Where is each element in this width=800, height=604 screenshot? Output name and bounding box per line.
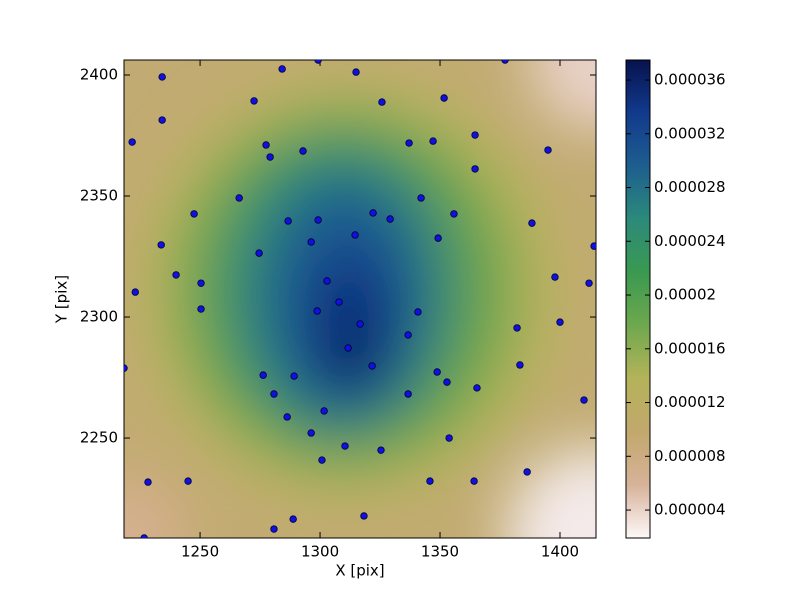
point bbox=[255, 249, 263, 257]
point bbox=[426, 477, 434, 485]
colorbar-tick-label: 0.000028 bbox=[654, 178, 726, 196]
point bbox=[307, 238, 315, 246]
x-tick-label: 1400 bbox=[541, 543, 579, 561]
point bbox=[360, 512, 368, 520]
point bbox=[284, 217, 292, 225]
point bbox=[278, 65, 286, 73]
colorbar-tick-label: 0.000024 bbox=[654, 232, 726, 250]
point bbox=[197, 279, 205, 287]
point bbox=[172, 271, 180, 279]
point bbox=[417, 194, 425, 202]
y-tick-label: 2300 bbox=[80, 308, 118, 326]
point bbox=[377, 446, 385, 454]
y-tick-label: 2250 bbox=[80, 429, 118, 447]
point bbox=[344, 344, 352, 352]
point bbox=[473, 384, 481, 392]
colorbar-tick-label: 0.000036 bbox=[654, 71, 726, 89]
point bbox=[190, 210, 198, 218]
point bbox=[523, 468, 531, 476]
point bbox=[580, 396, 588, 404]
colorbar-tick-label: 0.000032 bbox=[654, 124, 726, 142]
point bbox=[299, 147, 307, 155]
point bbox=[131, 288, 139, 296]
point bbox=[341, 442, 349, 450]
point bbox=[259, 371, 267, 379]
colorbar-tick-label: 0.000016 bbox=[654, 339, 726, 357]
point bbox=[501, 60, 509, 64]
point bbox=[197, 305, 205, 313]
point bbox=[443, 378, 451, 386]
y-tick-label: 2400 bbox=[80, 66, 118, 84]
y-tick-label: 2350 bbox=[80, 187, 118, 205]
point bbox=[262, 141, 270, 149]
colorbar bbox=[625, 59, 651, 539]
point bbox=[158, 73, 166, 81]
point bbox=[429, 137, 437, 145]
point bbox=[513, 324, 521, 332]
point bbox=[471, 165, 479, 173]
point bbox=[270, 390, 278, 398]
point bbox=[471, 131, 479, 139]
point bbox=[351, 231, 359, 239]
point bbox=[405, 139, 413, 147]
point bbox=[386, 215, 394, 223]
point bbox=[124, 364, 128, 372]
point bbox=[250, 97, 258, 105]
point bbox=[445, 434, 453, 442]
point bbox=[356, 320, 364, 328]
point bbox=[307, 429, 315, 437]
points bbox=[124, 60, 596, 538]
point bbox=[128, 138, 136, 146]
point bbox=[433, 368, 441, 376]
point bbox=[450, 210, 458, 218]
colorbar-tick-label: 0.000012 bbox=[654, 393, 726, 411]
point bbox=[314, 60, 322, 64]
point bbox=[157, 241, 165, 249]
colorbar-tick-label: 0.000008 bbox=[654, 447, 726, 465]
point bbox=[314, 216, 322, 224]
point bbox=[544, 146, 552, 154]
point bbox=[528, 219, 536, 227]
point bbox=[516, 361, 524, 369]
point bbox=[266, 153, 274, 161]
x-tick-label: 1250 bbox=[181, 543, 219, 561]
point bbox=[352, 68, 360, 76]
point bbox=[378, 98, 386, 106]
x-axis-label: X [pix] bbox=[335, 562, 384, 580]
point bbox=[323, 277, 331, 285]
point bbox=[440, 94, 448, 102]
colorbar-tick-label: 0.00002 bbox=[654, 286, 716, 304]
point bbox=[470, 477, 478, 485]
point bbox=[158, 116, 166, 124]
point bbox=[290, 372, 298, 380]
point bbox=[590, 242, 596, 250]
point bbox=[270, 525, 278, 533]
point bbox=[318, 456, 326, 464]
x-tick-label: 1350 bbox=[421, 543, 459, 561]
point bbox=[335, 298, 343, 306]
point bbox=[313, 307, 321, 315]
point bbox=[551, 273, 559, 281]
point bbox=[320, 407, 328, 415]
point bbox=[369, 209, 377, 217]
point bbox=[184, 477, 192, 485]
x-tick-label: 1300 bbox=[301, 543, 339, 561]
point bbox=[404, 331, 412, 339]
heatmap bbox=[124, 60, 596, 538]
point bbox=[289, 515, 297, 523]
point bbox=[434, 234, 442, 242]
colorbar-tick-label: 0.000004 bbox=[654, 501, 726, 519]
y-axis-label: Y [pix] bbox=[53, 275, 71, 324]
point bbox=[235, 194, 243, 202]
point bbox=[368, 362, 376, 370]
point bbox=[144, 478, 152, 486]
point bbox=[585, 279, 593, 287]
point bbox=[140, 534, 148, 538]
point bbox=[414, 308, 422, 316]
point bbox=[556, 318, 564, 326]
point bbox=[404, 390, 412, 398]
point bbox=[283, 413, 291, 421]
